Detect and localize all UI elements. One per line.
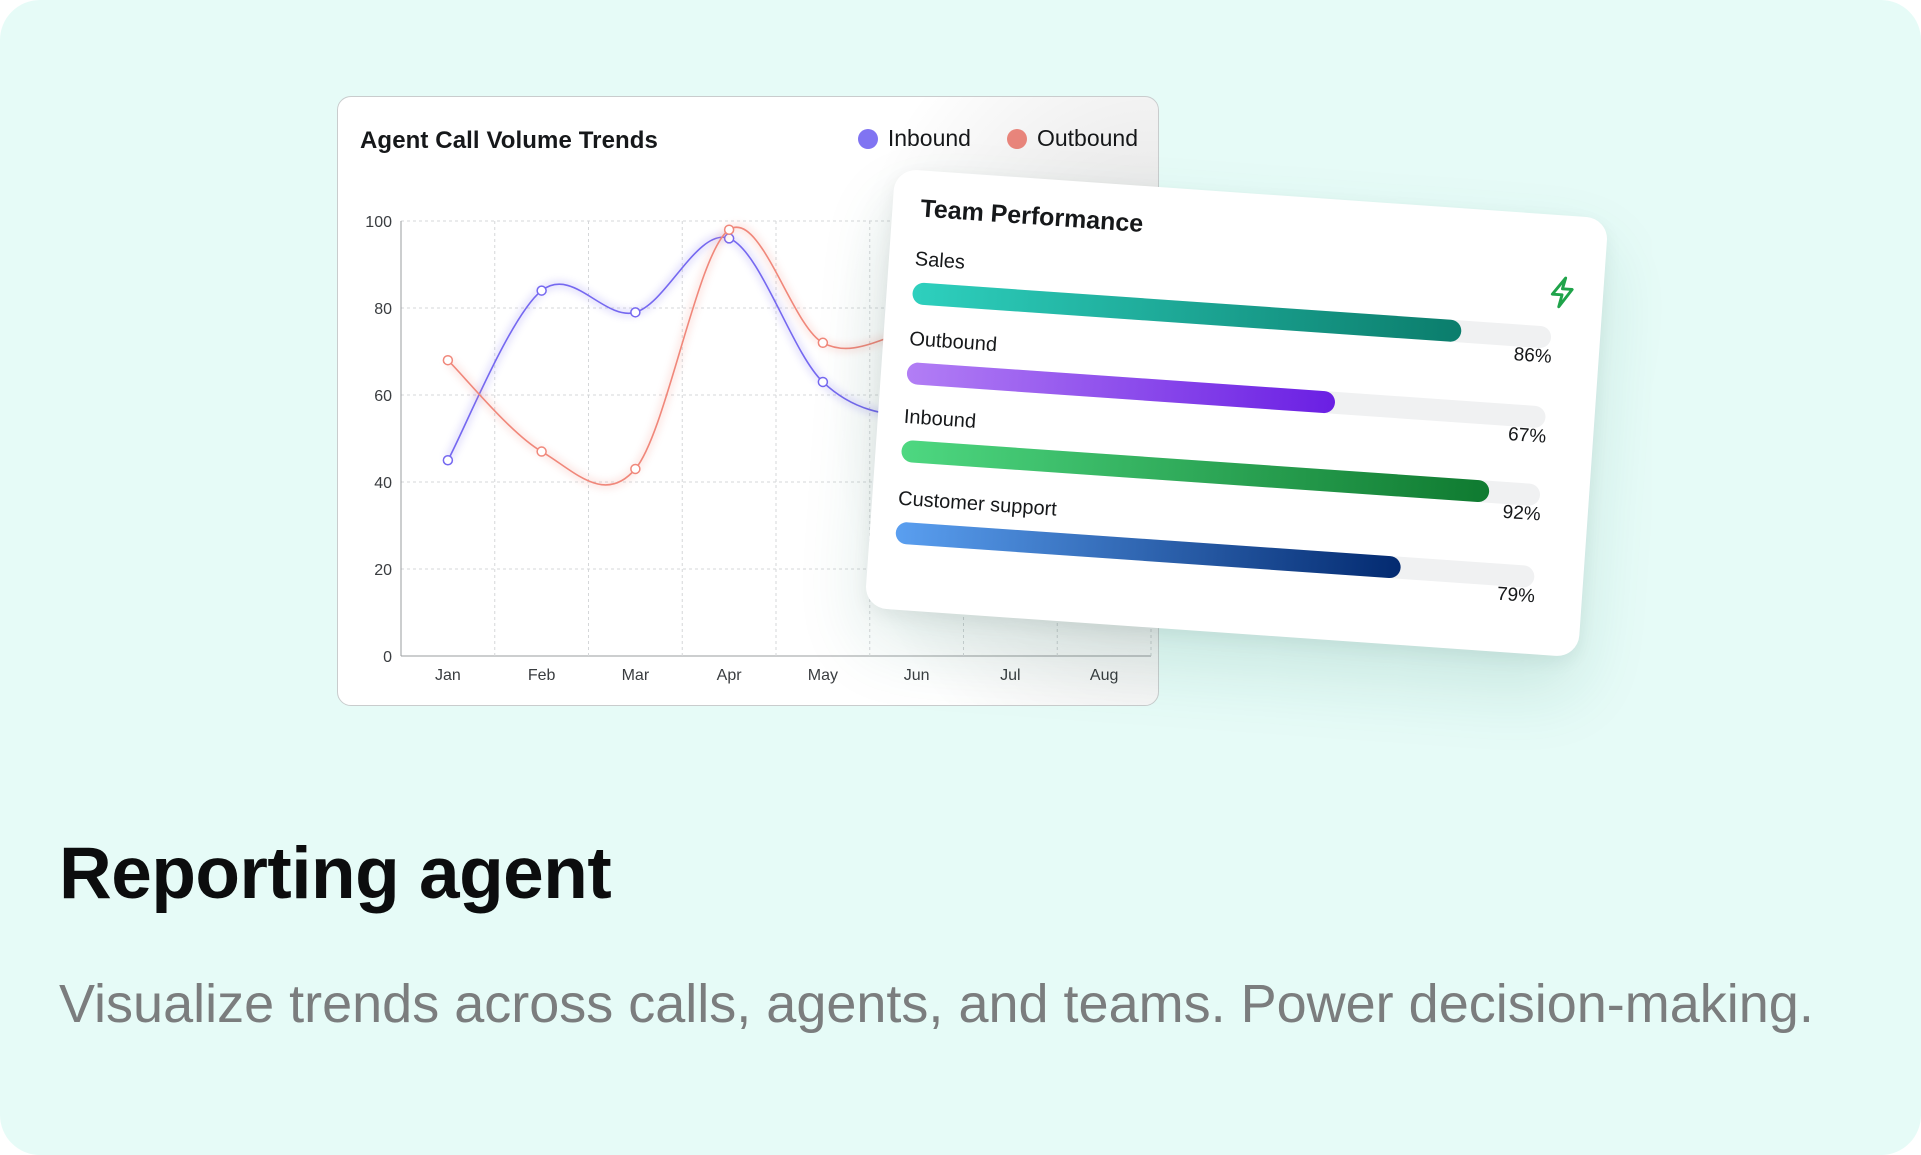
legend-item-inbound: Inbound xyxy=(857,125,971,152)
metric-value-inbound: 92% xyxy=(1501,501,1542,526)
y-tick-label: 0 xyxy=(383,649,392,666)
data-point-outbound xyxy=(630,463,641,475)
legend-label-outbound: Outbound xyxy=(1036,125,1138,151)
metric-fill-customer-support xyxy=(895,521,1401,579)
chart-legend: Inbound Outbound xyxy=(857,125,1138,152)
y-tick-label: 60 xyxy=(374,388,392,405)
legend-item-outbound: Outbound xyxy=(1006,125,1138,152)
data-point-inbound xyxy=(442,455,454,466)
metric-track-customer-support xyxy=(895,521,1536,589)
legend-dot-outbound xyxy=(1006,128,1027,149)
x-tick-label: Aug xyxy=(1090,667,1118,684)
legend-dot-inbound xyxy=(857,128,878,149)
y-tick-label: 20 xyxy=(374,562,392,579)
metric-label-sales: Sales xyxy=(914,248,966,274)
metric-value-outbound: 67% xyxy=(1507,424,1547,448)
metric-value-sales: 86% xyxy=(1512,344,1553,368)
team-performance-card: Team Performance Sales 86% Outbound 67% … xyxy=(864,168,1609,658)
lightning-bolt-icon xyxy=(1550,276,1574,309)
y-tick-label: 40 xyxy=(374,475,392,492)
metric-fill-outbound xyxy=(906,361,1336,414)
data-point-outbound xyxy=(536,446,547,457)
x-tick-label: Apr xyxy=(717,667,743,684)
team-performance-title: Team Performance xyxy=(919,194,1145,238)
x-tick-label: Feb xyxy=(528,667,556,684)
metric-label-inbound: Inbound xyxy=(903,405,977,433)
page-description: Visualize trends across calls, agents, a… xyxy=(59,974,1814,1034)
x-tick-label: May xyxy=(808,667,838,684)
x-tick-label: Jan xyxy=(435,667,461,684)
x-tick-label: Mar xyxy=(622,667,650,684)
metric-value-customer-support: 79% xyxy=(1496,583,1536,608)
metric-label-outbound: Outbound xyxy=(908,328,998,357)
legend-label-inbound: Inbound xyxy=(887,125,971,151)
data-point-outbound xyxy=(817,337,829,349)
data-point-outbound xyxy=(723,224,735,235)
x-tick-label: Jul xyxy=(1000,667,1020,684)
data-point-inbound xyxy=(630,307,641,318)
y-tick-label: 100 xyxy=(365,214,392,231)
chart-title: Agent Call Volume Trends xyxy=(360,127,659,154)
x-tick-label: Jun xyxy=(904,667,930,684)
page-heading: Reporting agent xyxy=(59,833,612,914)
data-point-inbound xyxy=(536,285,547,296)
data-point-outbound xyxy=(442,354,454,366)
data-point-inbound xyxy=(817,376,829,388)
y-tick-label: 80 xyxy=(374,301,392,318)
